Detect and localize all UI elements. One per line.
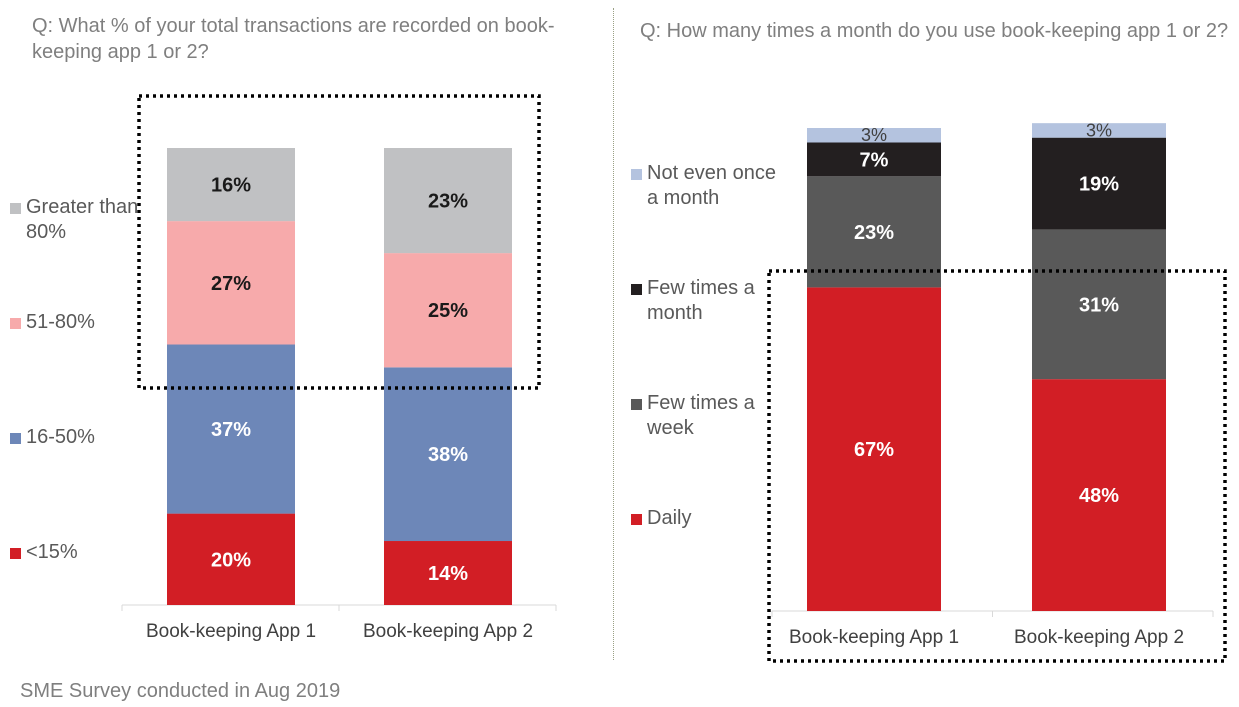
legend-swatch-daily — [631, 514, 642, 525]
bar-book-keeping-app-1-16-50 — [167, 344, 295, 514]
bar-book-keeping-app-2-few-times-a-month — [1032, 137, 1166, 230]
data-label: 16% — [211, 175, 251, 197]
data-label: 37% — [211, 419, 251, 441]
bar-book-keeping-app-1-daily — [807, 287, 941, 611]
legend-swatch-greater-than-80 — [10, 203, 21, 214]
bar-book-keeping-app-2-few-times-a-week — [1032, 229, 1166, 380]
transactions-share-chart: 20% 37% 27% 16% Book-keeping App 1 14% 38% 25% 2… — [10, 94, 557, 642]
x-tick-label: Book-keeping App 2 — [1014, 627, 1184, 648]
legend-label: a month — [647, 187, 719, 209]
bar-book-keeping-app-2-51-80 — [384, 253, 512, 368]
highlight-box — [767, 269, 1227, 663]
data-label: 27% — [211, 273, 251, 295]
legend-swatch-few-times-a-month — [631, 284, 642, 295]
data-label: 38% — [428, 444, 468, 466]
legend-label: 51-80% — [26, 311, 95, 333]
usage-frequency-chart: 67% 23% 7% 3% Book-keeping App 1 48% 31% 19% 3% B… — [631, 120, 1227, 663]
bar-book-keeping-app-1-few-times-a-month — [807, 142, 941, 177]
bar-book-keeping-app-1-51-80 — [167, 221, 295, 345]
legend-label: Few times a — [647, 392, 756, 414]
legend-label: month — [647, 302, 703, 324]
legend-swatch-15 — [10, 548, 21, 559]
data-label: 48% — [1079, 485, 1119, 507]
legend-label: Not even once — [647, 162, 776, 184]
legend-label: 16-50% — [26, 426, 95, 448]
bar-book-keeping-app-2-15 — [384, 541, 512, 605]
bar-book-keeping-app-1-not-even-once-a-month — [807, 128, 941, 143]
data-label: 7% — [860, 149, 889, 171]
data-label: 20% — [211, 549, 251, 571]
data-label: 25% — [428, 300, 468, 322]
bar-book-keeping-app-2-16-50 — [384, 367, 512, 542]
x-tick-label: Book-keeping App 1 — [789, 627, 959, 648]
data-label: 3% — [861, 125, 887, 145]
legend-label: Daily — [647, 507, 691, 529]
highlight-box — [137, 94, 541, 390]
data-label: 31% — [1079, 294, 1119, 316]
data-label: 23% — [854, 222, 894, 244]
legend-label: Few times a — [647, 277, 756, 299]
legend-label: <15% — [26, 541, 78, 563]
x-tick-label: Book-keeping App 2 — [363, 621, 533, 642]
legend-swatch-51-80 — [10, 318, 21, 329]
legend-label: 80% — [26, 221, 66, 243]
legend-label: Greater than — [26, 196, 138, 218]
data-label: 14% — [428, 563, 468, 585]
legend-swatch-not-even-once-a-month — [631, 169, 642, 180]
legend-swatch-16-50 — [10, 433, 21, 444]
legend-label: week — [646, 417, 695, 439]
bar-book-keeping-app-2-greater-than-80 — [384, 148, 512, 254]
survey-footnote: SME Survey conducted in Aug 2019 — [20, 680, 341, 702]
data-label: 19% — [1079, 174, 1119, 196]
bar-book-keeping-app-1-greater-than-80 — [167, 148, 295, 222]
bar-book-keeping-app-1-few-times-a-week — [807, 176, 941, 288]
data-label: 3% — [1086, 120, 1112, 140]
data-label: 67% — [854, 439, 894, 461]
panel-divider — [613, 8, 614, 660]
data-label: 23% — [428, 191, 468, 213]
legend-swatch-few-times-a-week — [631, 399, 642, 410]
right-chart-question: Q: How many times a month do you use boo… — [640, 20, 1229, 42]
bar-book-keeping-app-2-not-even-once-a-month — [1032, 123, 1166, 138]
bar-book-keeping-app-1-15 — [167, 513, 295, 605]
left-chart-question: Q: What % of your total transactions are… — [32, 15, 555, 63]
x-tick-label: Book-keeping App 1 — [146, 621, 316, 642]
bar-book-keeping-app-2-daily — [1032, 379, 1166, 611]
